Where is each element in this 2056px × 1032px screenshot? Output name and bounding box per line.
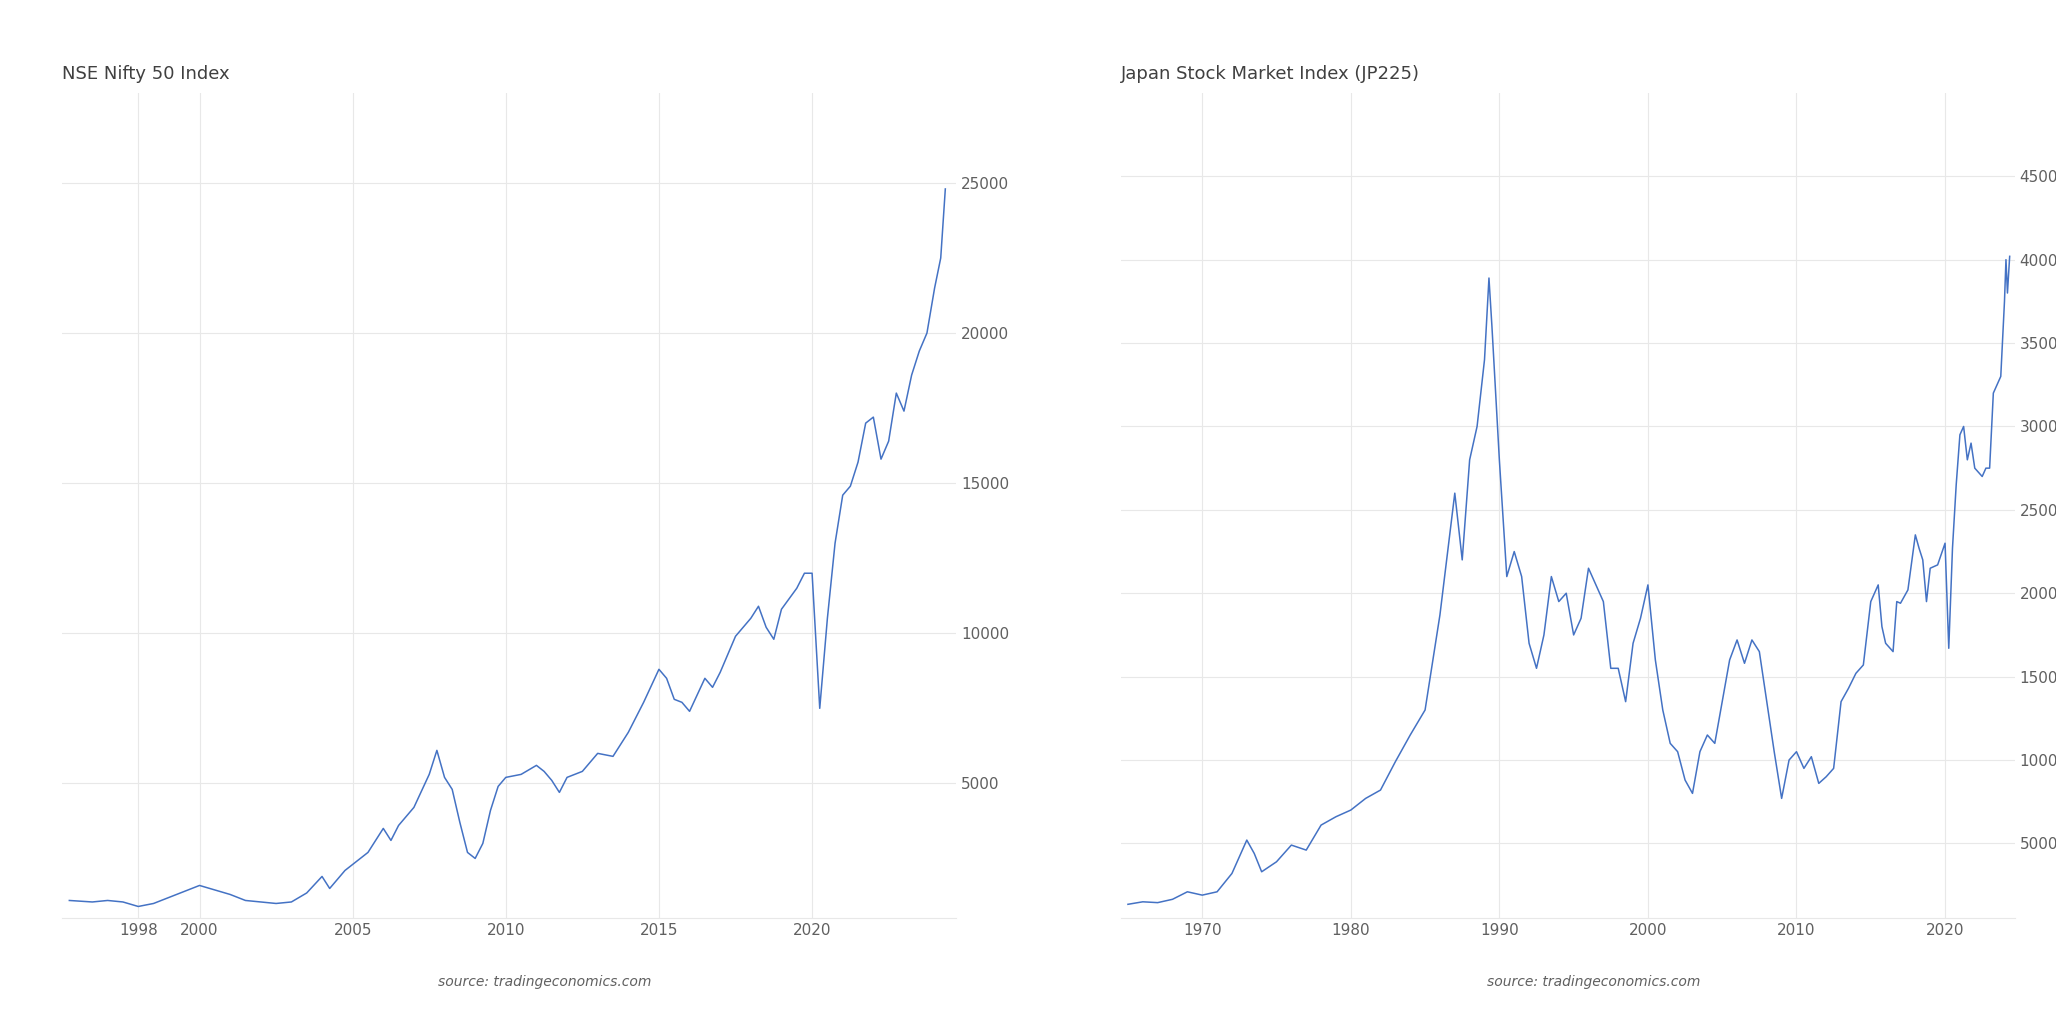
Text: Japan Stock Market Index (JP225): Japan Stock Market Index (JP225): [1121, 65, 1419, 83]
Text: source: tradingeconomics.com: source: tradingeconomics.com: [438, 974, 652, 989]
Text: source: tradingeconomics.com: source: tradingeconomics.com: [1486, 974, 1700, 989]
Text: NSE Nifty 50 Index: NSE Nifty 50 Index: [62, 65, 230, 83]
